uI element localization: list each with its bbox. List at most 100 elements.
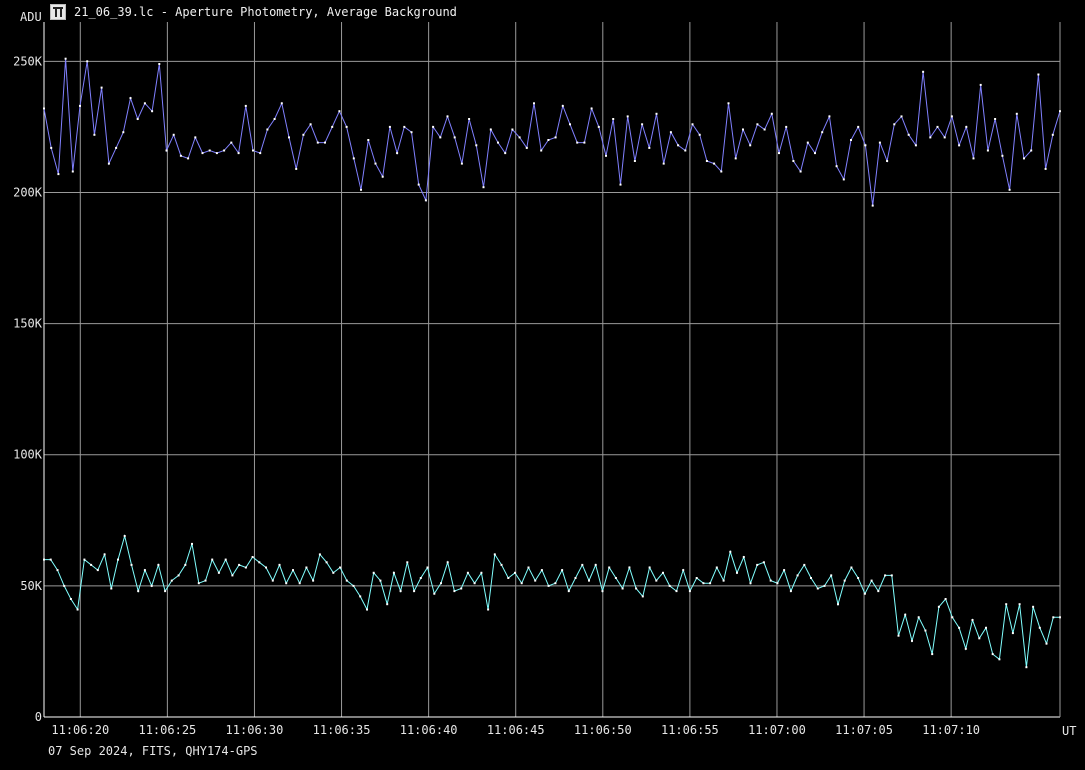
series-2-point — [197, 582, 200, 585]
y-tick-label: 250K — [13, 54, 43, 68]
series-1-point — [179, 154, 182, 157]
series-1-point — [835, 165, 838, 168]
series-1-point — [727, 102, 730, 105]
series-1-point — [943, 136, 946, 139]
series-1-point — [158, 63, 161, 65]
series-1-point — [122, 131, 125, 134]
series-2-point — [473, 582, 476, 585]
series-2-point — [527, 566, 530, 569]
app-icon[interactable] — [50, 4, 66, 20]
series-1-point — [100, 86, 103, 89]
series-2-point — [742, 556, 745, 558]
series-1-point — [237, 152, 240, 155]
series-1-point — [475, 144, 478, 147]
series-1-point — [1030, 149, 1033, 152]
series-1-point — [936, 125, 939, 128]
series-1-point — [878, 141, 881, 144]
y-tick-label: 50K — [20, 579, 42, 593]
series-2-point — [635, 587, 638, 590]
window-title-bar: 21_06_39.lc - Aperture Photometry, Avera… — [50, 3, 457, 21]
series-2-point — [655, 579, 658, 582]
series-1-point — [352, 157, 355, 160]
series-1-point — [814, 152, 816, 155]
series-2-point — [581, 563, 584, 566]
series-1-point — [1051, 133, 1054, 136]
series-1-point — [259, 152, 262, 155]
series-2-point — [870, 579, 873, 582]
x-tick-label: 11:07:00 — [748, 723, 806, 737]
series-2-point — [830, 574, 833, 577]
series-1-point — [388, 125, 391, 128]
series-2-point — [332, 571, 335, 574]
x-tick-label: 11:06:30 — [226, 723, 284, 737]
series-1-point — [619, 183, 622, 186]
series-2-point — [480, 571, 483, 574]
series-2-point — [796, 574, 799, 577]
series-2-point — [238, 563, 241, 566]
series-1-point — [763, 128, 766, 131]
series-2-point — [574, 577, 577, 579]
series-2-point — [137, 590, 140, 593]
series-1-point — [208, 149, 211, 152]
series-1-point — [749, 144, 752, 147]
series-2-point — [803, 563, 806, 566]
series-1-point — [778, 152, 780, 155]
series-1-point — [684, 149, 687, 152]
series-1-point — [698, 133, 701, 136]
series-2-point — [709, 582, 712, 585]
series-2-point — [76, 608, 79, 611]
series-2-point — [312, 579, 315, 582]
series-1-point — [806, 141, 809, 144]
series-2-point — [917, 616, 920, 619]
series-1-point — [713, 162, 716, 165]
x-tick-label: 11:07:05 — [835, 723, 893, 737]
series-2-point — [816, 587, 819, 590]
window-title: 21_06_39.lc - Aperture Photometry, Avera… — [74, 5, 457, 19]
series-2-point — [789, 590, 792, 593]
series-2-point — [736, 571, 738, 574]
series-2-point — [877, 590, 880, 593]
y-tick-label: 0 — [35, 710, 42, 724]
series-2-point — [863, 592, 866, 595]
series-1-point — [583, 141, 586, 144]
series-2-point — [63, 584, 66, 587]
series-2-point — [547, 584, 550, 587]
series-1-point — [107, 162, 110, 165]
series-2-point — [601, 590, 604, 593]
series-2-point — [837, 603, 839, 606]
series-1-point — [842, 178, 845, 181]
series-1-point — [295, 167, 298, 170]
series-2-point — [641, 595, 644, 598]
series-2-point — [433, 592, 436, 595]
series-2-point — [426, 566, 429, 569]
series-2-point — [56, 569, 59, 572]
series-1-point — [453, 136, 456, 139]
series-1-point — [424, 199, 427, 202]
series-2-point — [783, 569, 786, 572]
series-1-point — [576, 141, 579, 144]
series-2-point — [951, 616, 954, 619]
series-1-point — [1044, 167, 1047, 170]
series-2-point — [911, 639, 913, 642]
series-2-point — [722, 579, 725, 582]
series-2-point — [682, 569, 685, 572]
series-1-point — [403, 125, 406, 128]
x-tick-label: 11:06:25 — [138, 723, 196, 737]
series-1-point — [244, 104, 247, 107]
series-2-point — [386, 603, 389, 606]
series-1-point — [525, 146, 528, 149]
series-2-point — [217, 571, 220, 574]
series-1-point — [1037, 73, 1040, 76]
series-2-point — [1032, 605, 1035, 608]
series-2-point — [1045, 642, 1048, 645]
series-2-point — [675, 590, 678, 593]
series-1-point — [136, 118, 139, 120]
series-1-line — [43, 58, 1061, 206]
series-2-point — [884, 574, 887, 577]
series-2-point — [339, 566, 342, 569]
series-1-point — [590, 107, 593, 110]
series-2-point — [143, 569, 146, 572]
series-1-point — [633, 160, 636, 162]
series-2-point — [157, 563, 160, 566]
